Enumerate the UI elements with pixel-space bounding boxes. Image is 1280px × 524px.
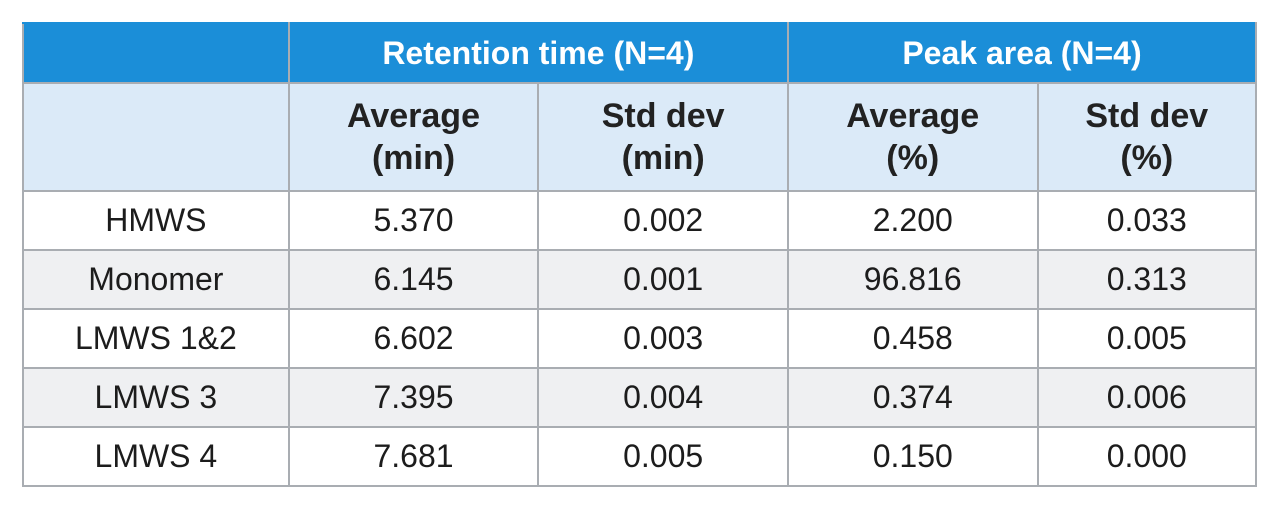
rt-stddev-cell: 0.003 xyxy=(537,308,789,369)
pa-average-header: Average (%) xyxy=(786,82,1039,192)
pa-average-cell: 96.816 xyxy=(786,249,1039,310)
peak-area-header: Peak area (N=4) xyxy=(786,22,1258,84)
pa-average-cell: 0.458 xyxy=(786,308,1039,369)
rt-average-cell: 7.395 xyxy=(287,367,540,428)
pa-average-cell: 0.150 xyxy=(786,426,1039,487)
sub-header-corner xyxy=(22,82,290,192)
pa-stddev-header: Std dev (%) xyxy=(1036,82,1258,192)
table-row: LMWS 3 7.395 0.004 0.374 0.006 xyxy=(22,367,1258,428)
pa-average-cell: 0.374 xyxy=(786,367,1039,428)
table-row: LMWS 1&2 6.602 0.003 0.458 0.005 xyxy=(22,308,1258,369)
rt-average-cell: 6.602 xyxy=(287,308,540,369)
group-header-row: Retention time (N=4) Peak area (N=4) xyxy=(22,22,1258,84)
pa-stddev-cell: 0.033 xyxy=(1036,190,1258,251)
table-row: LMWS 4 7.681 0.005 0.150 0.000 xyxy=(22,426,1258,487)
rt-average-cell: 6.145 xyxy=(287,249,540,310)
rt-average-cell: 5.370 xyxy=(287,190,540,251)
results-table: Retention time (N=4) Peak area (N=4) Ave… xyxy=(22,22,1258,487)
table-row: HMWS 5.370 0.002 2.200 0.033 xyxy=(22,190,1258,251)
pa-stddev-cell: 0.006 xyxy=(1036,367,1258,428)
corner-cell xyxy=(22,22,290,84)
rt-average-header: Average (min) xyxy=(287,82,540,192)
pa-stddev-cell: 0.313 xyxy=(1036,249,1258,310)
pa-stddev-cell: 0.000 xyxy=(1036,426,1258,487)
rt-stddev-header: Std dev (min) xyxy=(537,82,789,192)
rt-average-cell: 7.681 xyxy=(287,426,540,487)
sub-header-row: Average (min) Std dev (min) Average (%) … xyxy=(22,82,1258,192)
row-label: LMWS 3 xyxy=(22,367,290,428)
row-label: HMWS xyxy=(22,190,290,251)
pa-average-cell: 2.200 xyxy=(786,190,1039,251)
row-label: Monomer xyxy=(22,249,290,310)
rt-stddev-cell: 0.004 xyxy=(537,367,789,428)
pa-stddev-cell: 0.005 xyxy=(1036,308,1258,369)
table-row: Monomer 6.145 0.001 96.816 0.313 xyxy=(22,249,1258,310)
rt-stddev-cell: 0.005 xyxy=(537,426,789,487)
retention-time-header: Retention time (N=4) xyxy=(287,22,789,84)
rt-stddev-cell: 0.001 xyxy=(537,249,789,310)
row-label: LMWS 4 xyxy=(22,426,290,487)
row-label: LMWS 1&2 xyxy=(22,308,290,369)
rt-stddev-cell: 0.002 xyxy=(537,190,789,251)
